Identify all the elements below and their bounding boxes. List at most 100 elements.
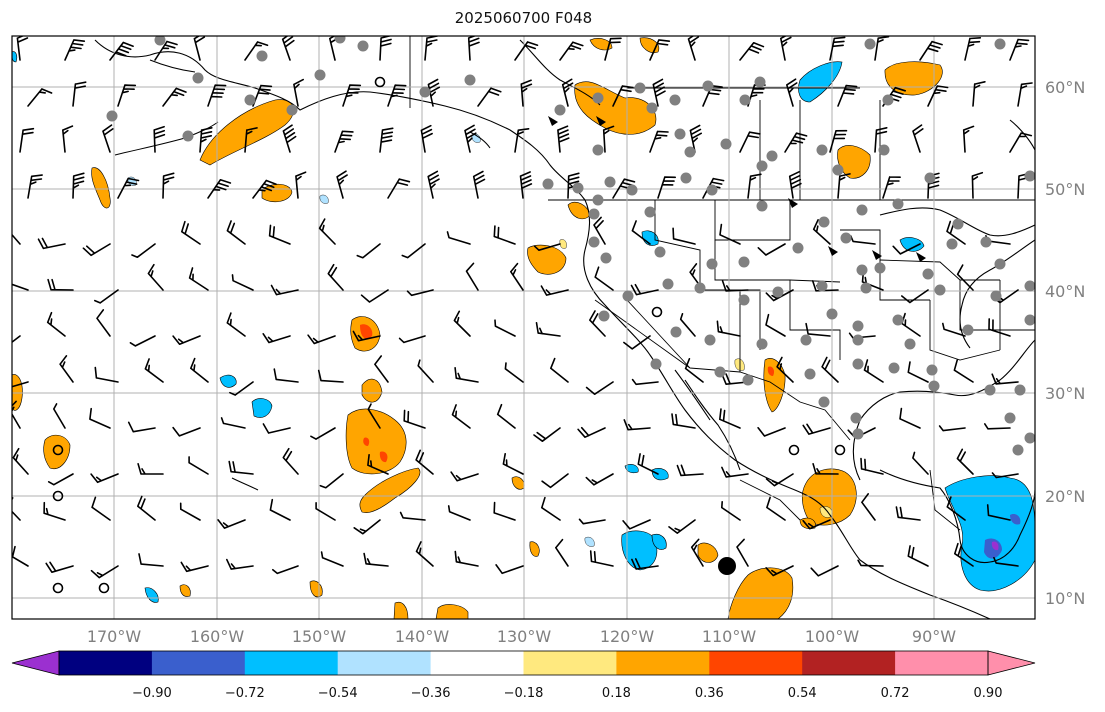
- wind-barb: [199, 127, 213, 153]
- wind-barb: [776, 356, 794, 383]
- large-station-marker: [718, 557, 736, 575]
- colorbar-tick-label: 0.18: [602, 686, 631, 701]
- wind-barb: [262, 333, 291, 344]
- wind-barb: [387, 178, 411, 199]
- wind-barb: [207, 179, 232, 199]
- wind-barb: [739, 131, 761, 153]
- station-marker: [542, 178, 554, 190]
- station-marker: [934, 284, 946, 296]
- wind-barb: [427, 78, 441, 107]
- lat-label: 10°N: [1045, 589, 1085, 608]
- wind-barb: [353, 519, 381, 535]
- wind-barb: [719, 408, 741, 429]
- station-markers: [52, 36, 1035, 594]
- wind-barb: [812, 463, 839, 475]
- positive-anomaly-fill: [12, 37, 943, 619]
- station-marker: [694, 282, 706, 294]
- wind-barb: [226, 312, 246, 337]
- wind-barb: [415, 541, 434, 567]
- wind-barb: [179, 502, 201, 521]
- colorbar-tick-label: 0.54: [788, 686, 817, 701]
- wind-barb: [406, 289, 434, 297]
- wind-barb: [874, 36, 890, 61]
- wind-barb: [72, 172, 85, 199]
- lat-label: 50°N: [1045, 180, 1085, 199]
- station-marker: [314, 69, 326, 81]
- colorbar-bin: [523, 651, 617, 675]
- wind-barb: [892, 243, 921, 255]
- wind-barb: [12, 447, 29, 475]
- wind-barb: [494, 319, 516, 337]
- station-marker: [892, 314, 904, 326]
- wind-barb: [90, 565, 119, 579]
- wind-barb: [702, 85, 723, 107]
- wind-barb: [129, 335, 156, 347]
- wind-barb: [43, 501, 66, 521]
- pennant-barb: [828, 246, 838, 256]
- lat-label: 30°N: [1045, 384, 1085, 403]
- wind-barb: [226, 558, 254, 570]
- wind-barb: [244, 127, 258, 153]
- wind-barb: [162, 87, 187, 107]
- station-marker: [739, 94, 751, 106]
- wind-barb: [550, 357, 569, 383]
- wind-barb: [676, 464, 704, 477]
- station-marker: [742, 374, 754, 386]
- map-title: 2025060700 F048: [454, 9, 593, 27]
- wind-barb: [91, 496, 111, 521]
- wind-barb: [679, 313, 696, 337]
- wind-barb: [282, 447, 299, 475]
- wind-barb: [315, 502, 336, 521]
- station-marker: [816, 144, 828, 156]
- wind-barb: [736, 538, 749, 567]
- wind-barb: [1009, 132, 1033, 153]
- coastlines: [94, 39, 1035, 619]
- colorbar-tick-label: −0.36: [411, 686, 451, 701]
- lon-label: 100°W: [805, 627, 860, 646]
- wind-barb: [907, 361, 929, 383]
- wind-barb: [493, 225, 516, 245]
- wind-barb: [37, 237, 66, 250]
- wind-barb: [964, 37, 982, 61]
- colorbar-tick-label: 0.90: [974, 686, 1003, 701]
- wind-barb: [519, 171, 533, 199]
- wind-barb: [991, 472, 1019, 479]
- wind-barb: [273, 368, 299, 383]
- wind-barb: [117, 84, 137, 107]
- wind-barb: [319, 473, 344, 489]
- wind-barb: [188, 456, 209, 475]
- lon-label: 130°W: [497, 627, 552, 646]
- wind-barb: [802, 423, 831, 435]
- wind-barb: [472, 170, 486, 199]
- station-marker: [904, 338, 916, 350]
- station-marker: [756, 160, 768, 172]
- wind-barb: [464, 124, 477, 153]
- wind-barb: [622, 519, 651, 530]
- station-marker: [766, 150, 778, 162]
- wind-barb: [631, 558, 659, 570]
- station-marker: [554, 104, 566, 116]
- station-marker: [588, 208, 600, 220]
- wind-barb: [72, 81, 87, 107]
- wind-barb: [821, 356, 839, 383]
- station-marker: [1012, 444, 1024, 456]
- station-marker: [702, 80, 714, 92]
- wind-barb: [912, 124, 924, 153]
- station-marker: [464, 74, 476, 86]
- wind-barb: [672, 227, 696, 245]
- wind-barb: [327, 263, 344, 291]
- wind-barb: [593, 216, 606, 245]
- open-station-marker: [98, 582, 110, 594]
- wind-barb: [721, 280, 749, 292]
- wind-barb: [541, 496, 561, 521]
- wind-barb: [649, 39, 671, 61]
- wind-barb: [747, 173, 762, 199]
- wind-barb: [269, 498, 291, 521]
- wind-barb: [109, 41, 134, 61]
- wind-barb: [387, 84, 407, 107]
- wind-barb: [557, 125, 570, 153]
- station-marker: [888, 362, 900, 374]
- wind-barb: [1017, 82, 1033, 107]
- station-marker: [832, 164, 844, 176]
